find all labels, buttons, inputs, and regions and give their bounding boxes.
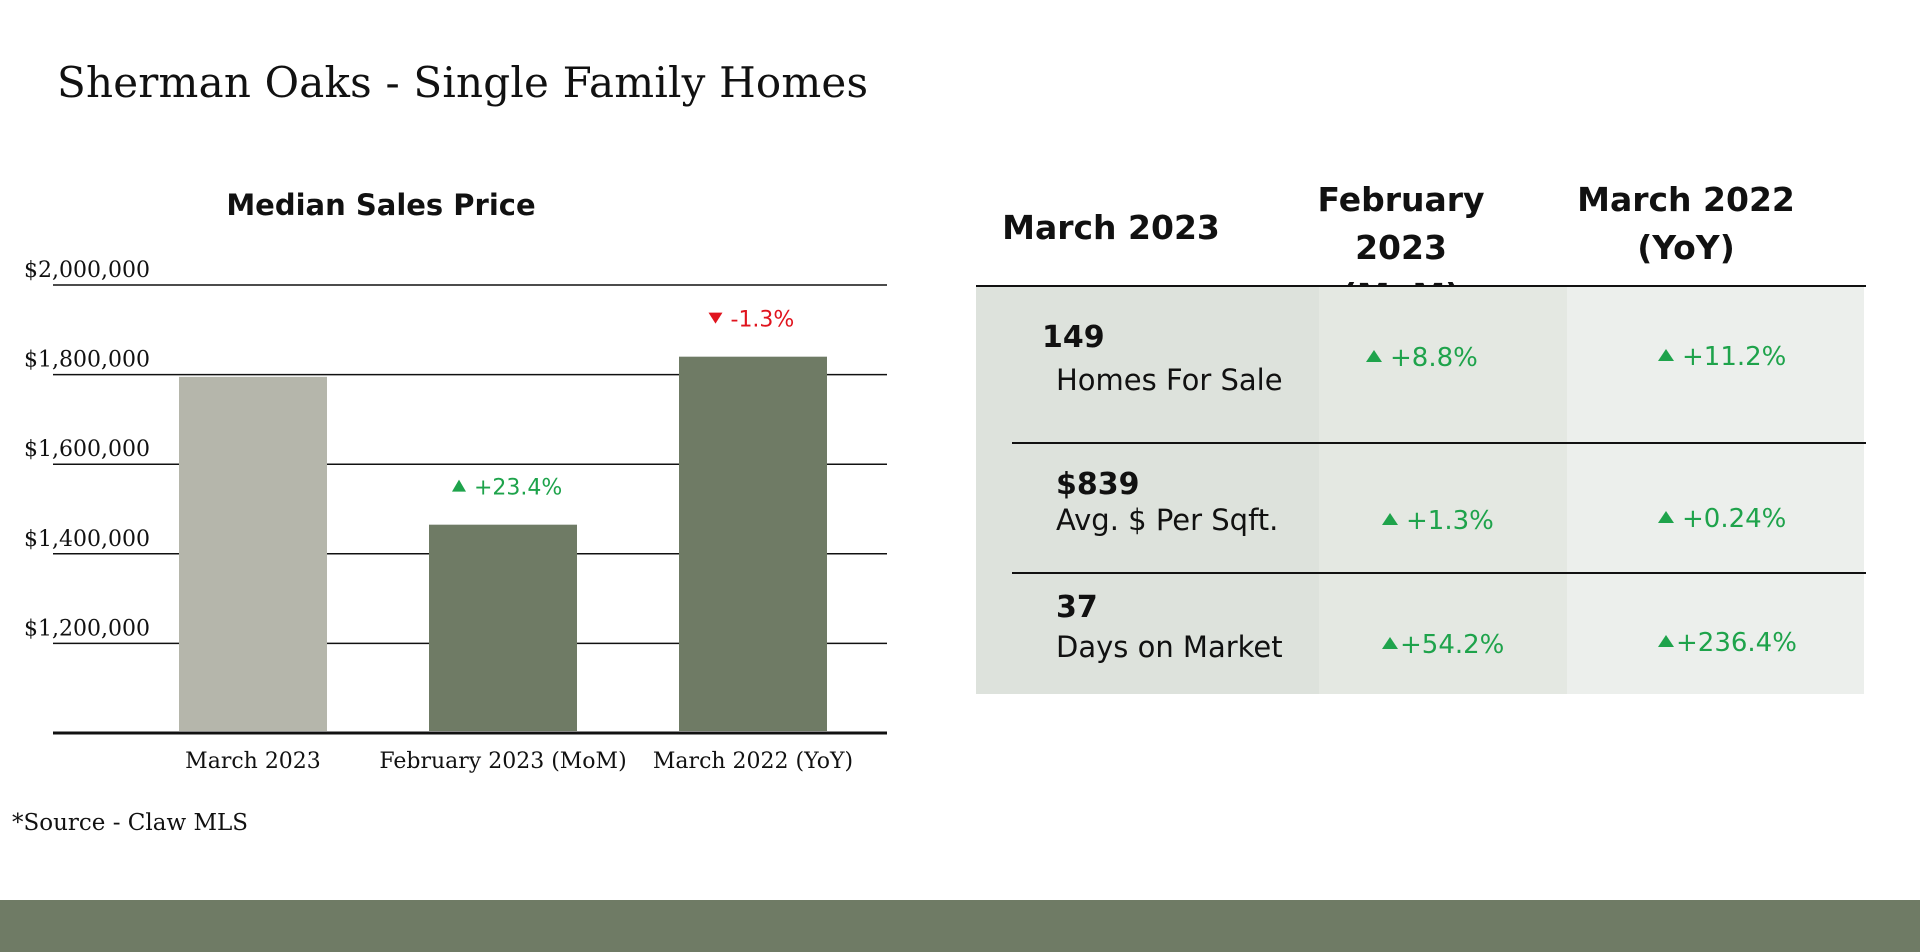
up-arrow-icon	[1382, 636, 1398, 649]
change-value: +11.2%	[1682, 342, 1787, 372]
data-labels: +23.4% -1.3%	[452, 308, 794, 501]
y-tick-label: $1,800,000	[24, 348, 150, 373]
x-tick-label: February 2023 (MoM)	[379, 749, 626, 774]
down-arrow-icon	[708, 312, 723, 324]
bar	[179, 376, 327, 731]
days-on-market-value: 37	[1056, 590, 1098, 625]
homes-for-sale-value: 149	[1042, 320, 1105, 355]
up-arrow-icon	[1658, 348, 1674, 361]
up-arrow-icon	[1366, 349, 1382, 362]
up-arrow-icon	[1658, 634, 1674, 647]
homes-for-sale-label: Homes For Sale	[1056, 363, 1283, 397]
footer-band	[0, 900, 1920, 952]
header-march-2023: March 2023	[976, 170, 1246, 285]
row-divider	[1012, 442, 1866, 444]
days-on-market-label: Days on Market	[1056, 630, 1283, 664]
avg-price-per-sqft-mom: +1.3%	[1382, 506, 1494, 536]
y-axis-labels: $1,200,000 $1,400,000 $1,600,000 $1,800,000…	[24, 258, 150, 641]
header-line: February 2023	[1317, 180, 1485, 267]
change-value: +236.4%	[1676, 628, 1797, 658]
median-sales-price-chart: Median Sales Price $1,200,000$1,400,000$…	[24, 188, 887, 774]
y-tick-label: $2,000,000	[24, 258, 150, 283]
homes-for-sale-yoy: +11.2%	[1658, 342, 1786, 372]
chart-title: Median Sales Price	[226, 188, 535, 222]
column-bg-mom	[1319, 287, 1567, 694]
source-note: *Source - Claw MLS	[12, 810, 249, 836]
row-divider	[1012, 572, 1866, 574]
x-tick-label: March 2022 (YoY)	[653, 749, 853, 774]
change-value: +54.2%	[1400, 630, 1505, 660]
header-line: March 2023	[1002, 208, 1220, 247]
change-value: +0.24%	[1682, 504, 1787, 534]
header-line: March 2022	[1577, 180, 1795, 219]
column-bg-yoy	[1567, 287, 1864, 694]
change-value: +8.8%	[1390, 343, 1478, 373]
up-arrow-icon	[1658, 510, 1674, 523]
header-line: (YoY)	[1637, 228, 1735, 267]
bar	[429, 524, 577, 731]
header-february-2023: February 2023 (MoM)	[1276, 170, 1526, 315]
bar	[679, 356, 827, 731]
days-on-market-yoy: +236.4%	[1658, 628, 1797, 658]
header-march-2022: March 2022 (YoY)	[1566, 170, 1806, 291]
homes-for-sale-mom: +8.8%	[1366, 343, 1478, 373]
column-bg-current	[976, 287, 1319, 694]
data-label: -1.3%	[731, 308, 795, 333]
avg-price-per-sqft-yoy: +0.24%	[1658, 504, 1786, 534]
avg-price-per-sqft-value: $839	[1056, 467, 1140, 502]
avg-price-per-sqft-label: Avg. $ Per Sqft.	[1056, 503, 1279, 537]
days-on-market-mom: +54.2%	[1382, 630, 1504, 660]
y-tick-label: $1,600,000	[24, 437, 150, 462]
page-title: Sherman Oaks - Single Family Homes	[57, 58, 869, 107]
chart-bars	[179, 356, 827, 731]
up-arrow-icon	[1382, 512, 1398, 525]
header-rule	[976, 285, 1866, 287]
x-tick-label: March 2023	[185, 749, 321, 774]
data-label: +23.4%	[474, 476, 562, 501]
change-value: +1.3%	[1406, 506, 1494, 536]
y-tick-label: $1,200,000	[24, 616, 150, 641]
x-axis-labels: March 2023 February 2023 (MoM) March 2022 …	[185, 749, 853, 774]
y-tick-label: $1,400,000	[24, 527, 150, 552]
up-arrow-icon	[452, 479, 466, 492]
